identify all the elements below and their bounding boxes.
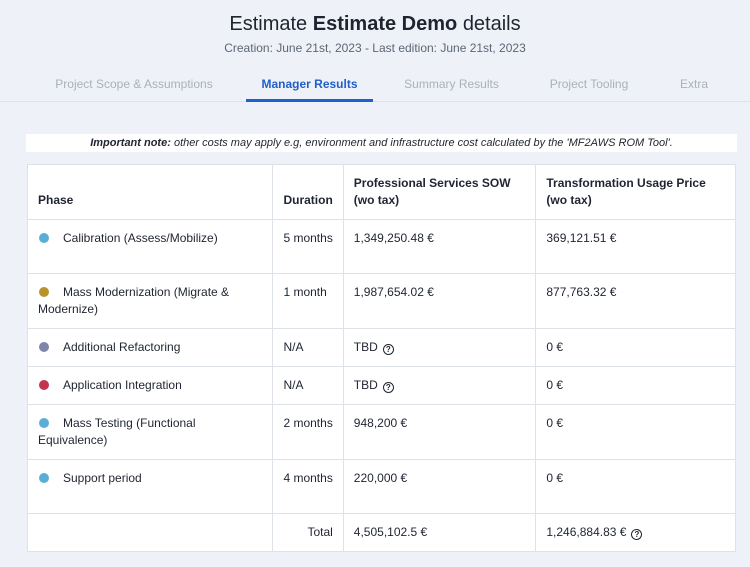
page-subtitle: Creation: June 21st, 2023 - Last edition… bbox=[224, 41, 526, 55]
tab-project-tooling[interactable]: Project Tooling bbox=[549, 77, 629, 91]
usage-cell: 0 € bbox=[535, 459, 736, 514]
phase-cell: Application Integration bbox=[26, 366, 274, 405]
page-title: Estimate Estimate Demo details bbox=[229, 13, 521, 35]
page-header: Estimate Estimate Demo details Creation:… bbox=[0, 0, 750, 55]
table-row: Mass Testing (Functional Equivalence) 2 … bbox=[26, 404, 736, 460]
tab-extra[interactable]: Extra bbox=[679, 77, 708, 91]
total-row: Total 4,505,102.5 € 1,246,884.83 €? bbox=[26, 513, 736, 552]
sow-cell: TBD? bbox=[342, 328, 537, 367]
table-row: Additional Refactoring N/A TBD? 0 € bbox=[26, 328, 736, 367]
table-header-row: Phase Duration Professional Services SOW… bbox=[26, 164, 736, 220]
results-table: Phase Duration Professional Services SOW… bbox=[26, 164, 736, 552]
sow-cell: TBD? bbox=[342, 366, 537, 405]
phase-color-dot bbox=[39, 287, 49, 297]
table-row: Mass Modernization (Migrate & Modernize)… bbox=[26, 273, 736, 329]
phase-color-dot bbox=[39, 342, 49, 352]
table-row: Calibration (Assess/Mobilize) 5 months 1… bbox=[26, 219, 736, 274]
col-header-sow: Professional Services SOW (wo tax) bbox=[342, 164, 537, 220]
phase-cell: Mass Modernization (Migrate & Modernize) bbox=[26, 273, 274, 329]
duration-cell: 2 months bbox=[272, 404, 344, 460]
total-sow: 4,505,102.5 € bbox=[342, 513, 537, 552]
phase-cell: Calibration (Assess/Mobilize) bbox=[26, 219, 274, 274]
table-row: Application Integration N/A TBD? 0 € bbox=[26, 366, 736, 405]
phase-cell: Support period bbox=[26, 459, 274, 514]
sow-cell: 948,200 € bbox=[342, 404, 537, 460]
total-usage-cell: 1,246,884.83 €? bbox=[535, 513, 736, 552]
phase-color-dot bbox=[39, 380, 49, 390]
usage-cell: 0 € bbox=[535, 366, 736, 405]
total-empty-cell bbox=[26, 513, 274, 552]
usage-cell: 877,763.32 € bbox=[535, 273, 736, 329]
usage-cell: 0 € bbox=[535, 404, 736, 460]
sow-cell: 220,000 € bbox=[342, 459, 537, 514]
question-circle-icon[interactable]: ? bbox=[382, 382, 394, 393]
phase-color-dot bbox=[39, 233, 49, 243]
phase-cell: Additional Refactoring bbox=[26, 328, 274, 367]
duration-cell: 5 months bbox=[272, 219, 344, 274]
total-label: Total bbox=[272, 513, 344, 552]
usage-cell: 0 € bbox=[535, 328, 736, 367]
usage-cell: 369,121.51 € bbox=[535, 219, 736, 274]
duration-cell: N/A bbox=[272, 366, 344, 405]
sow-cell: 1,349,250.48 € bbox=[342, 219, 537, 274]
important-note: Important note: other costs may apply e.… bbox=[26, 134, 737, 152]
col-header-usage: Transformation Usage Price (wo tax) bbox=[535, 164, 736, 220]
col-header-duration: Duration bbox=[272, 164, 344, 220]
tab-bar: Project Scope & Assumptions Manager Resu… bbox=[0, 70, 750, 102]
tab-summary-results[interactable]: Summary Results bbox=[404, 77, 499, 91]
tab-manager-results[interactable]: Manager Results bbox=[246, 70, 373, 102]
table-row: Support period 4 months 220,000 € 0 € bbox=[26, 459, 736, 514]
phase-color-dot bbox=[39, 473, 49, 483]
tab-project-scope[interactable]: Project Scope & Assumptions bbox=[55, 77, 213, 91]
col-header-phase: Phase bbox=[26, 164, 274, 220]
question-circle-icon[interactable]: ? bbox=[382, 344, 394, 355]
estimate-name: Estimate Demo bbox=[312, 13, 458, 35]
phase-color-dot bbox=[39, 418, 49, 428]
sow-cell: 1,987,654.02 € bbox=[342, 273, 537, 329]
question-circle-icon[interactable]: ? bbox=[631, 529, 643, 540]
duration-cell: 1 month bbox=[272, 273, 344, 329]
duration-cell: N/A bbox=[272, 328, 344, 367]
duration-cell: 4 months bbox=[272, 459, 344, 514]
phase-cell: Mass Testing (Functional Equivalence) bbox=[26, 404, 274, 460]
